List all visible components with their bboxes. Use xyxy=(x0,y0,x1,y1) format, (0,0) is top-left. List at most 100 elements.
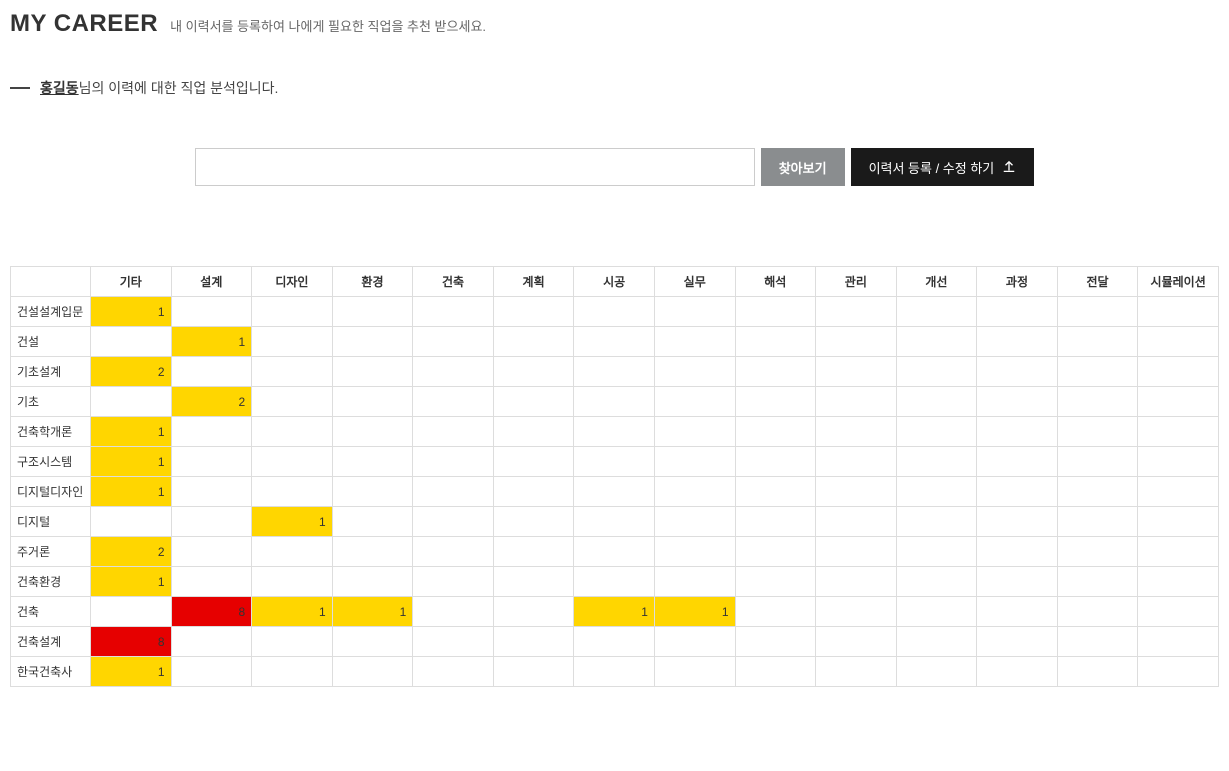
table-cell xyxy=(493,657,574,687)
table-cell xyxy=(816,567,897,597)
table-cell xyxy=(252,627,333,657)
table-cell xyxy=(1138,357,1219,387)
table-cell xyxy=(91,597,172,627)
file-path-input[interactable] xyxy=(195,148,755,186)
table-column-header: 실무 xyxy=(654,267,735,297)
table-cell xyxy=(1138,627,1219,657)
table-cell xyxy=(91,507,172,537)
table-cell xyxy=(332,507,413,537)
table-cell: 1 xyxy=(654,597,735,627)
table-cell xyxy=(332,627,413,657)
table-cell xyxy=(574,447,655,477)
table-cell xyxy=(816,657,897,687)
table-cell xyxy=(816,387,897,417)
table-cell xyxy=(332,387,413,417)
page-header: MY CAREER 내 이력서를 등록하여 나에게 필요한 직업을 추천 받으세… xyxy=(10,10,1219,38)
table-cell xyxy=(896,417,977,447)
table-row-label: 건축 xyxy=(11,597,91,627)
table-cell xyxy=(413,507,494,537)
table-cell xyxy=(816,507,897,537)
table-cell xyxy=(816,297,897,327)
table-cell xyxy=(413,447,494,477)
table-cell xyxy=(252,327,333,357)
table-row-label: 디지털디자인 xyxy=(11,477,91,507)
table-cell xyxy=(1057,327,1138,357)
table-cell xyxy=(977,567,1058,597)
table-column-header: 시뮬레이션 xyxy=(1138,267,1219,297)
table-cell xyxy=(816,327,897,357)
table-cell xyxy=(1057,537,1138,567)
table-cell xyxy=(896,567,977,597)
table-cell xyxy=(735,597,816,627)
table-row: 기초설계2 xyxy=(11,357,1219,387)
table-cell xyxy=(332,297,413,327)
table-row: 건축학개론1 xyxy=(11,417,1219,447)
table-cell xyxy=(735,657,816,687)
table-cell xyxy=(896,597,977,627)
table-cell: 8 xyxy=(91,627,172,657)
table-cell xyxy=(252,387,333,417)
table-cell xyxy=(977,627,1058,657)
table-cell xyxy=(493,537,574,567)
table-cell xyxy=(1138,567,1219,597)
table-cell xyxy=(493,597,574,627)
table-cell xyxy=(413,417,494,447)
table-cell xyxy=(1057,417,1138,447)
analysis-table: 기타설계디자인환경건축계획시공실무해석관리개선과정전달시뮬레이션 건설설계입문1… xyxy=(10,266,1219,687)
table-row: 기초2 xyxy=(11,387,1219,417)
table-cell xyxy=(413,477,494,507)
table-cell xyxy=(252,477,333,507)
table-cell xyxy=(654,507,735,537)
table-column-header: 전달 xyxy=(1057,267,1138,297)
table-cell xyxy=(1138,657,1219,687)
table-cell: 8 xyxy=(171,597,252,627)
table-row: 건축설계8 xyxy=(11,627,1219,657)
browse-button[interactable]: 찾아보기 xyxy=(761,148,845,186)
table-cell xyxy=(574,297,655,327)
table-cell: 2 xyxy=(91,537,172,567)
table-cell xyxy=(171,417,252,447)
table-cell xyxy=(493,387,574,417)
table-header: 기타설계디자인환경건축계획시공실무해석관리개선과정전달시뮬레이션 xyxy=(11,267,1219,297)
user-name-link[interactable]: 홍길동 xyxy=(40,80,79,96)
table-cell xyxy=(654,477,735,507)
table-row: 디지털1 xyxy=(11,507,1219,537)
table-cell xyxy=(977,417,1058,447)
table-cell xyxy=(1138,597,1219,627)
table-cell xyxy=(252,417,333,447)
table-row: 건축환경1 xyxy=(11,567,1219,597)
table-cell xyxy=(977,597,1058,627)
table-cell xyxy=(574,657,655,687)
table-cell xyxy=(896,477,977,507)
table-cell xyxy=(413,297,494,327)
table-cell xyxy=(493,507,574,537)
table-cell xyxy=(816,537,897,567)
table-cell xyxy=(1138,297,1219,327)
register-resume-button[interactable]: 이력서 등록 / 수정 하기 xyxy=(851,148,1035,186)
table-column-header: 환경 xyxy=(332,267,413,297)
table-cell xyxy=(1057,447,1138,477)
table-cell xyxy=(171,297,252,327)
table-cell xyxy=(171,537,252,567)
table-cell: 1 xyxy=(171,327,252,357)
table-cell xyxy=(896,447,977,477)
table-cell xyxy=(1057,597,1138,627)
table-column-header: 디자인 xyxy=(252,267,333,297)
table-cell xyxy=(654,297,735,327)
table-cell xyxy=(252,657,333,687)
table-cell xyxy=(1057,357,1138,387)
table-cell xyxy=(1138,447,1219,477)
table-cell xyxy=(654,627,735,657)
table-cell xyxy=(493,627,574,657)
table-row-label: 기초 xyxy=(11,387,91,417)
table-cell xyxy=(91,327,172,357)
analysis-suffix: 님의 이력에 대한 직업 분석입니다. xyxy=(79,80,279,96)
table-cell xyxy=(735,447,816,477)
table-cell xyxy=(1057,297,1138,327)
table-cell xyxy=(332,417,413,447)
register-button-label: 이력서 등록 / 수정 하기 xyxy=(869,158,995,177)
table-cell xyxy=(896,357,977,387)
table-cell xyxy=(896,327,977,357)
table-cell xyxy=(413,627,494,657)
table-column-header: 계획 xyxy=(493,267,574,297)
